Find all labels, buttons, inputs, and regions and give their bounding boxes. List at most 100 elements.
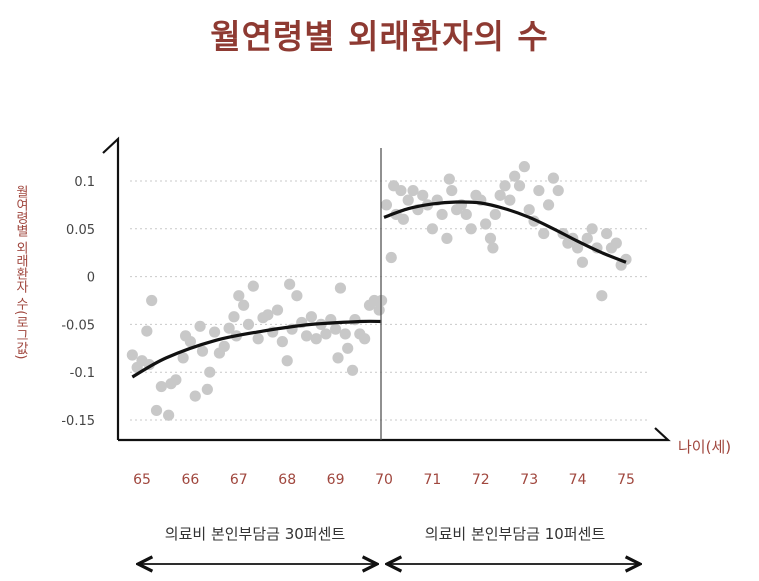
x-tick-label: 72	[472, 472, 490, 488]
data-point	[395, 184, 407, 197]
data-point	[346, 364, 359, 376]
data-point	[177, 352, 189, 364]
data-point	[373, 304, 385, 316]
data-point	[552, 184, 564, 197]
data-point	[242, 318, 255, 330]
period-label-10: 의료비 본인부담금 10퍼센트	[424, 525, 606, 543]
data-point	[342, 342, 354, 354]
data-point	[252, 333, 264, 345]
y-tick-label: 0.1	[74, 175, 95, 190]
fit-curve-before	[131, 319, 382, 379]
data-point	[339, 328, 351, 340]
data-point	[126, 349, 138, 361]
data-point	[547, 172, 560, 184]
data-point	[204, 366, 216, 378]
x-tick-label: 70	[375, 472, 393, 488]
y-tick-label: 0.05	[66, 223, 95, 238]
data-point	[218, 340, 230, 352]
y-tick-label: -0.15	[61, 414, 95, 429]
x-tick-label: 66	[181, 472, 199, 488]
data-point	[332, 352, 344, 364]
x-tick-label: 73	[520, 472, 538, 488]
data-point	[284, 278, 296, 290]
data-point	[426, 223, 438, 235]
data-point	[581, 232, 593, 244]
data-point	[184, 336, 196, 348]
data-point	[572, 242, 584, 254]
y-axis	[102, 136, 120, 440]
data-point	[460, 208, 472, 221]
data-point	[489, 208, 501, 221]
data-point	[436, 208, 448, 221]
data-point	[310, 333, 322, 345]
data-point	[359, 333, 371, 345]
data-point	[271, 304, 284, 316]
data-point	[484, 232, 497, 244]
data-point	[443, 173, 455, 185]
data-point	[499, 180, 511, 192]
data-point	[150, 404, 163, 417]
data-point	[446, 184, 458, 197]
data-point	[417, 189, 429, 201]
y-tick-label: -0.05	[61, 318, 95, 333]
data-point	[610, 237, 622, 249]
x-tick-label: 75	[617, 472, 635, 488]
data-point	[576, 256, 589, 268]
y-tick-label: 0	[87, 271, 95, 286]
data-point	[141, 325, 153, 337]
data-point	[380, 199, 393, 211]
data-point	[281, 355, 293, 367]
data-point	[262, 309, 274, 321]
data-point	[441, 232, 453, 244]
x-tick-label: 69	[327, 472, 345, 488]
data-point	[247, 280, 259, 292]
y-axis-label: 월여령별 외래환자 수(로그값)	[13, 185, 28, 360]
data-point	[601, 227, 613, 240]
data-point	[223, 322, 235, 334]
x-tick-label: 67	[230, 472, 248, 488]
data-point	[596, 290, 608, 302]
x-axis	[118, 427, 671, 442]
data-point	[509, 170, 521, 182]
data-point	[146, 294, 158, 307]
data-point	[330, 323, 342, 335]
data-point	[523, 204, 535, 216]
data-point	[163, 409, 175, 421]
data-point	[334, 282, 347, 294]
data-point	[196, 345, 209, 357]
data-point	[586, 223, 598, 235]
data-point	[276, 336, 288, 348]
x-tick-label: 74	[569, 472, 587, 488]
data-point	[402, 194, 414, 206]
data-point	[228, 311, 240, 323]
data-point	[538, 227, 550, 240]
data-point	[397, 213, 409, 225]
data-point	[194, 320, 206, 332]
data-point	[233, 290, 245, 302]
chart-title: 월연령별 외래환자의 수	[210, 17, 549, 56]
data-point	[238, 299, 250, 311]
data-point	[170, 374, 182, 386]
data-point	[305, 311, 317, 323]
data-point	[209, 326, 221, 338]
data-point	[513, 180, 526, 192]
data-point	[480, 218, 492, 230]
data-point	[349, 314, 361, 326]
period-label-30: 의료비 본인부담금 30퍼센트	[164, 525, 346, 543]
x-tick-label: 68	[278, 472, 296, 488]
data-point	[518, 161, 530, 173]
data-point	[189, 390, 201, 402]
data-point	[533, 184, 545, 197]
data-point	[291, 290, 303, 302]
x-axis-label: 나이(세)	[678, 438, 732, 456]
data-point	[494, 189, 506, 201]
data-point	[407, 184, 419, 197]
data-point	[300, 330, 313, 342]
data-point	[385, 251, 397, 264]
data-point	[542, 199, 555, 211]
data-point	[465, 223, 477, 235]
x-tick-label: 65	[133, 472, 151, 488]
data-point	[320, 328, 332, 340]
data-point	[155, 380, 167, 393]
